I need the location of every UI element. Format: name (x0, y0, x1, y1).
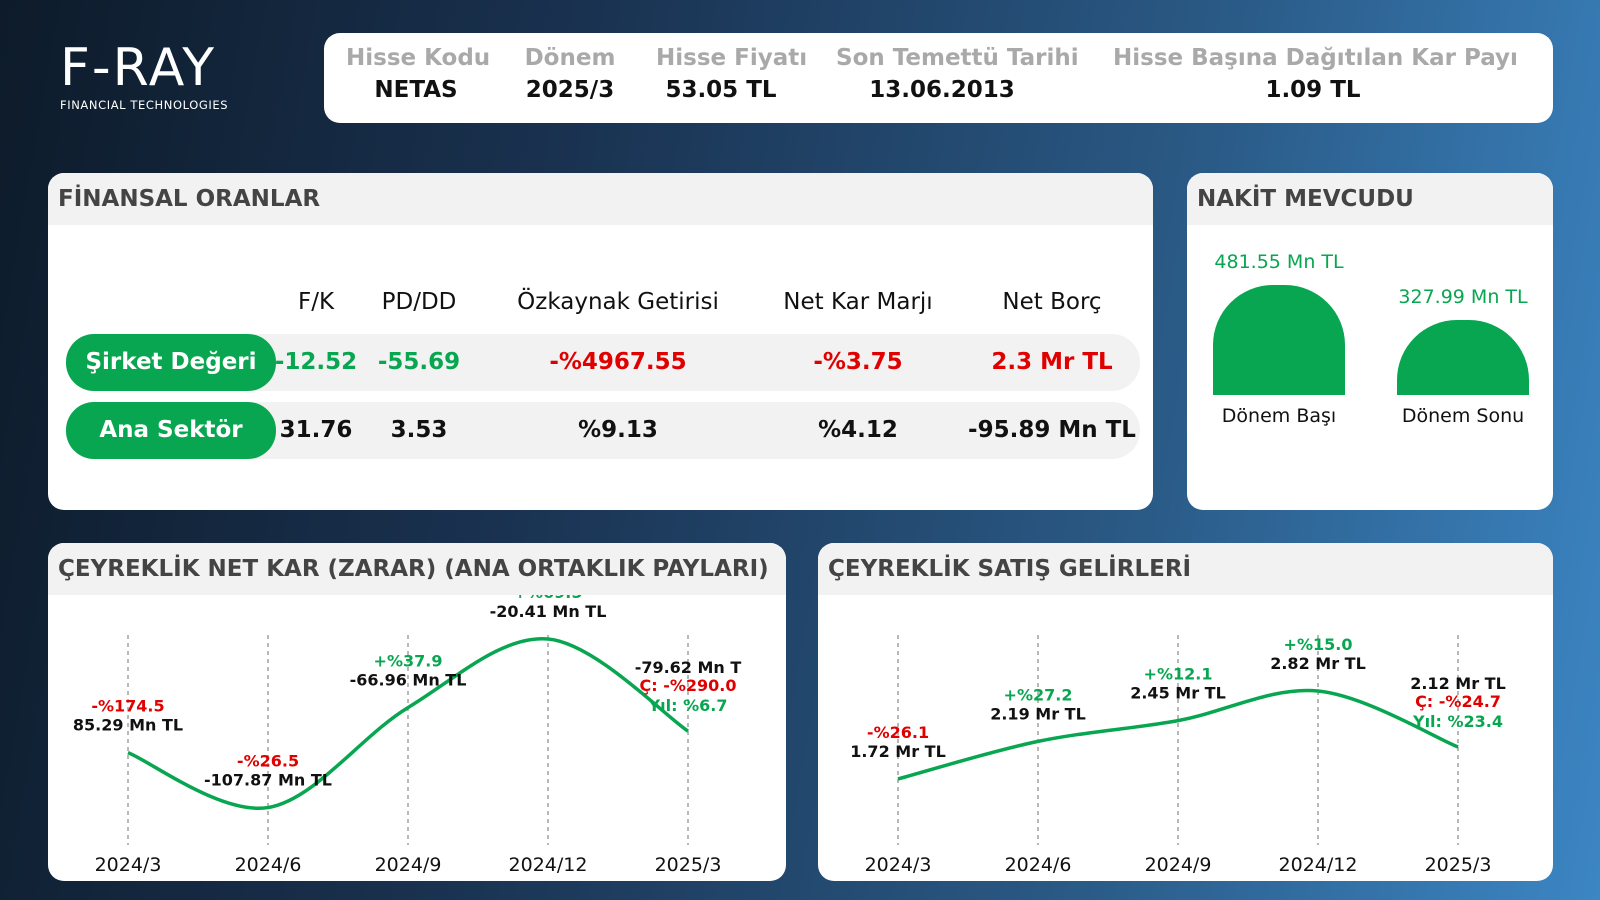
cash-bar (1213, 285, 1345, 395)
info-value: 1.09 TL (1265, 77, 1361, 103)
x-tick-label: 2024/12 (1279, 854, 1358, 876)
table-cell: -95.89 Mn TL (968, 417, 1136, 443)
change-label: -%26.5 (237, 752, 299, 771)
cash-bar (1397, 320, 1529, 395)
column-header: Özkaynak Getirisi (517, 289, 719, 315)
change-label: -%174.5 (91, 697, 164, 716)
stock-info-bar: Hisse Kodu NETAS Dönem 2025/3 Hisse Fiya… (324, 33, 1553, 123)
column-header: Net Borç (1002, 289, 1102, 315)
x-tick-label: 2025/3 (1425, 854, 1492, 876)
table-cell: %4.12 (818, 417, 898, 443)
card-title: NAKİT MEVCUDU (1187, 173, 1553, 225)
change-label: +%27.2 (1004, 685, 1073, 704)
net-profit-chart-card: ÇEYREKLİK NET KAR (ZARAR) (ANA ORTAKLIK … (48, 543, 786, 881)
x-tick-label: 2024/6 (1005, 854, 1072, 876)
financial-ratios-card: FİNANSAL ORANLAR F/K PD/DD Özkaynak Geti… (48, 173, 1153, 510)
x-tick-label: 2024/12 (509, 854, 588, 876)
column-header: F/K (297, 289, 335, 315)
table-cell: -%4967.55 (549, 349, 687, 375)
sales-chart: 2024/3 2024/6 2024/9 2024/12 2025/3 1.72 Mr T… (850, 635, 1506, 876)
data-label: 2.19 Mr TL (990, 704, 1086, 723)
table-cell: -55.69 (377, 349, 461, 375)
cash-category-label: Dönem Sonu (1401, 405, 1525, 427)
data-label: -66.96 Mn TL (350, 671, 467, 690)
x-tick-label: 2024/9 (1145, 854, 1212, 876)
table-cell: 2.3 Mr TL (991, 349, 1113, 375)
table-row: Ana Sektör 31.76 3.53 %9.13 %4.12 -95.89… (66, 402, 1140, 459)
card-title: FİNANSAL ORANLAR (48, 173, 1153, 225)
info-value: NETAS (374, 77, 458, 103)
change-label: -%26.1 (867, 723, 929, 742)
table-cell: 31.76 (279, 417, 353, 443)
change-label: Yıl: %23.4 (1412, 712, 1503, 731)
change-label: +%12.1 (1144, 665, 1213, 684)
data-label: 85.29 Mn TL (73, 716, 183, 735)
series-line (127, 637, 689, 811)
info-price: Hisse Fiyatı 53.05 TL (656, 45, 808, 103)
column-header: Net Kar Marjı (783, 289, 933, 315)
change-label: Yıl: %6.7 (648, 696, 728, 715)
card-title: ÇEYREKLİK SATIŞ GELİRLERİ (818, 543, 1553, 595)
row-label-pill: Ana Sektör (66, 402, 276, 459)
cash-value-label: 327.99 Mn TL (1398, 286, 1528, 309)
info-stock-code: Hisse Kodu NETAS (346, 45, 491, 103)
data-label: 2.45 Mr TL (1130, 684, 1226, 703)
table-cell: -12.52 (274, 349, 358, 375)
ratios-table: F/K PD/DD Özkaynak Getirisi Net Kar Marj… (48, 225, 1153, 510)
cash-value-label: 481.55 Mn TL (1214, 251, 1344, 273)
info-period: Dönem 2025/3 (520, 45, 620, 103)
data-label: 2.12 Mr TL (1410, 674, 1506, 693)
data-label: -79.62 Mn T (635, 658, 742, 677)
cash-card: NAKİT MEVCUDU 481.55 Mn TL Dönem Başı 32… (1187, 173, 1553, 510)
sales-chart-card: ÇEYREKLİK SATIŞ GELİRLERİ 2024/3 2024/6 20… (818, 543, 1553, 881)
info-label: Hisse Başına Dağıtılan Kar Payı (1113, 45, 1518, 71)
change-label: +%15.0 (1284, 635, 1353, 654)
data-label: 1.72 Mr TL (850, 742, 946, 761)
series-line (897, 688, 1459, 781)
logo-text: F-RAY (60, 38, 216, 98)
logo-subtitle: FINANCIAL TECHNOLOGIES (60, 98, 229, 112)
net-profit-chart: 2024/3 2024/6 2024/9 2024/12 2025/3 85.29 Mn … (73, 595, 742, 876)
data-label: -107.87 Mn TL (204, 771, 332, 790)
info-value: 2025/3 (525, 77, 615, 103)
cash-category-label: Dönem Başı (1221, 405, 1337, 427)
column-header: PD/DD (381, 289, 457, 315)
info-label: Son Temettü Tarihi (836, 45, 1079, 71)
change-label: +%37.9 (374, 652, 443, 671)
change-label: Ç: -%24.7 (1415, 692, 1501, 711)
x-tick-label: 2024/3 (865, 854, 932, 876)
x-tick-label: 2025/3 (655, 854, 722, 876)
card-title: ÇEYREKLİK NET KAR (ZARAR) (ANA ORTAKLIK … (48, 543, 786, 595)
info-label: Hisse Kodu (346, 45, 491, 71)
x-tick-label: 2024/3 (95, 854, 162, 876)
info-value: 53.05 TL (665, 77, 777, 103)
data-label: 2.82 Mr TL (1270, 654, 1366, 673)
data-label: -20.41 Mn TL (490, 602, 607, 621)
table-cell: %9.13 (578, 417, 658, 443)
change-label: Ç: -%290.0 (640, 676, 737, 695)
info-dividend-per-share: Hisse Başına Dağıtılan Kar Payı 1.09 TL (1113, 45, 1518, 103)
table-cell: 3.53 (390, 417, 448, 443)
x-tick-label: 2024/9 (375, 854, 442, 876)
x-tick-label: 2024/6 (235, 854, 302, 876)
change-label: +%69.5 (514, 595, 583, 602)
table-row: Şirket Değeri -12.52 -55.69 -%4967.55 -%… (66, 334, 1140, 391)
info-last-dividend-date: Son Temettü Tarihi 13.06.2013 (836, 45, 1079, 103)
info-label: Hisse Fiyatı (656, 45, 808, 71)
info-label: Dönem (524, 45, 616, 71)
table-cell: -%3.75 (813, 349, 903, 375)
logo: F-RAY FINANCIAL TECHNOLOGIES (60, 42, 290, 112)
row-label-pill: Şirket Değeri (66, 334, 276, 391)
info-value: 13.06.2013 (869, 77, 1015, 103)
